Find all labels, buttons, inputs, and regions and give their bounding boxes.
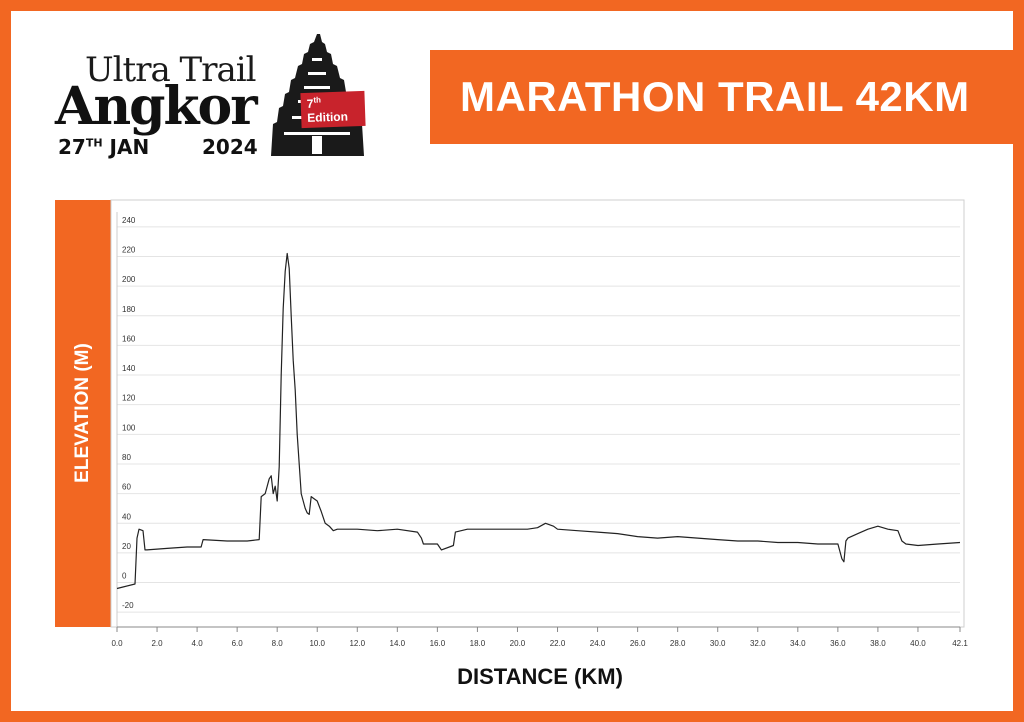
x-tick-label: 38.0 (870, 639, 886, 648)
x-tick-label: 26.0 (630, 639, 646, 648)
x-tick-label: 10.0 (309, 639, 325, 648)
x-tick-label: 20.0 (510, 639, 526, 648)
date-suffix: TH (85, 136, 103, 150)
x-tick-label: 30.0 (710, 639, 726, 648)
x-tick-label: 40.0 (910, 639, 926, 648)
y-tick-label: 100 (122, 423, 136, 432)
x-tick-label: 42.1 (952, 639, 968, 648)
event-year: 2024 (202, 135, 258, 159)
y-tick-label: 20 (122, 542, 131, 551)
y-tick-label: 60 (122, 483, 131, 492)
logo-angkor: Angkor (55, 76, 258, 137)
x-tick-label: 22.0 (550, 639, 566, 648)
x-tick-label: 14.0 (390, 639, 406, 648)
x-tick-label: 12.0 (349, 639, 365, 648)
date-day: 27 (58, 135, 86, 159)
x-tick-label: 34.0 (790, 639, 806, 648)
x-tick-label: 4.0 (192, 639, 204, 648)
y-tick-label: 160 (122, 334, 136, 343)
race-title-banner: MARATHON TRAIL 42KM (430, 50, 1016, 144)
y-tick-label: 180 (122, 305, 136, 314)
y-tick-label: -20 (122, 601, 134, 610)
x-tick-label: 8.0 (272, 639, 284, 648)
x-tick-label: 28.0 (670, 639, 686, 648)
x-tick-label: 6.0 (232, 639, 244, 648)
y-tick-label: 240 (122, 216, 136, 225)
elevation-line (116, 252, 961, 590)
y-tick-label: 0 (122, 572, 127, 581)
event-date: 27TH JAN (58, 135, 149, 159)
logo-ultra-trail: Ultra Trail (85, 50, 256, 90)
y-tick-label: 40 (122, 512, 131, 521)
y-axis-band: ELEVATION (M) (55, 200, 111, 627)
x-tick-label: 18.0 (470, 639, 486, 648)
y-tick-label: 220 (122, 245, 136, 254)
x-tick-label: 32.0 (750, 639, 766, 648)
x-tick-label: 2.0 (151, 639, 163, 648)
x-axis-title: DISTANCE (KM) (457, 664, 623, 689)
y-tick-label: 200 (122, 275, 136, 284)
y-tick-label: 120 (122, 394, 136, 403)
x-tick-label: 24.0 (590, 639, 606, 648)
x-tick-label: 16.0 (430, 639, 446, 648)
race-title: MARATHON TRAIL 42KM (460, 73, 970, 120)
y-tick-label: 80 (122, 453, 131, 462)
x-tick-label: 36.0 (830, 639, 846, 648)
event-logo: Ultra Trail Angkor 7th Edition 27TH JAN … (55, 32, 366, 162)
plot-area (110, 199, 965, 628)
date-month: JAN (102, 135, 150, 159)
y-tick-label: 140 (122, 364, 136, 373)
x-tick-label: 0.0 (111, 639, 123, 648)
